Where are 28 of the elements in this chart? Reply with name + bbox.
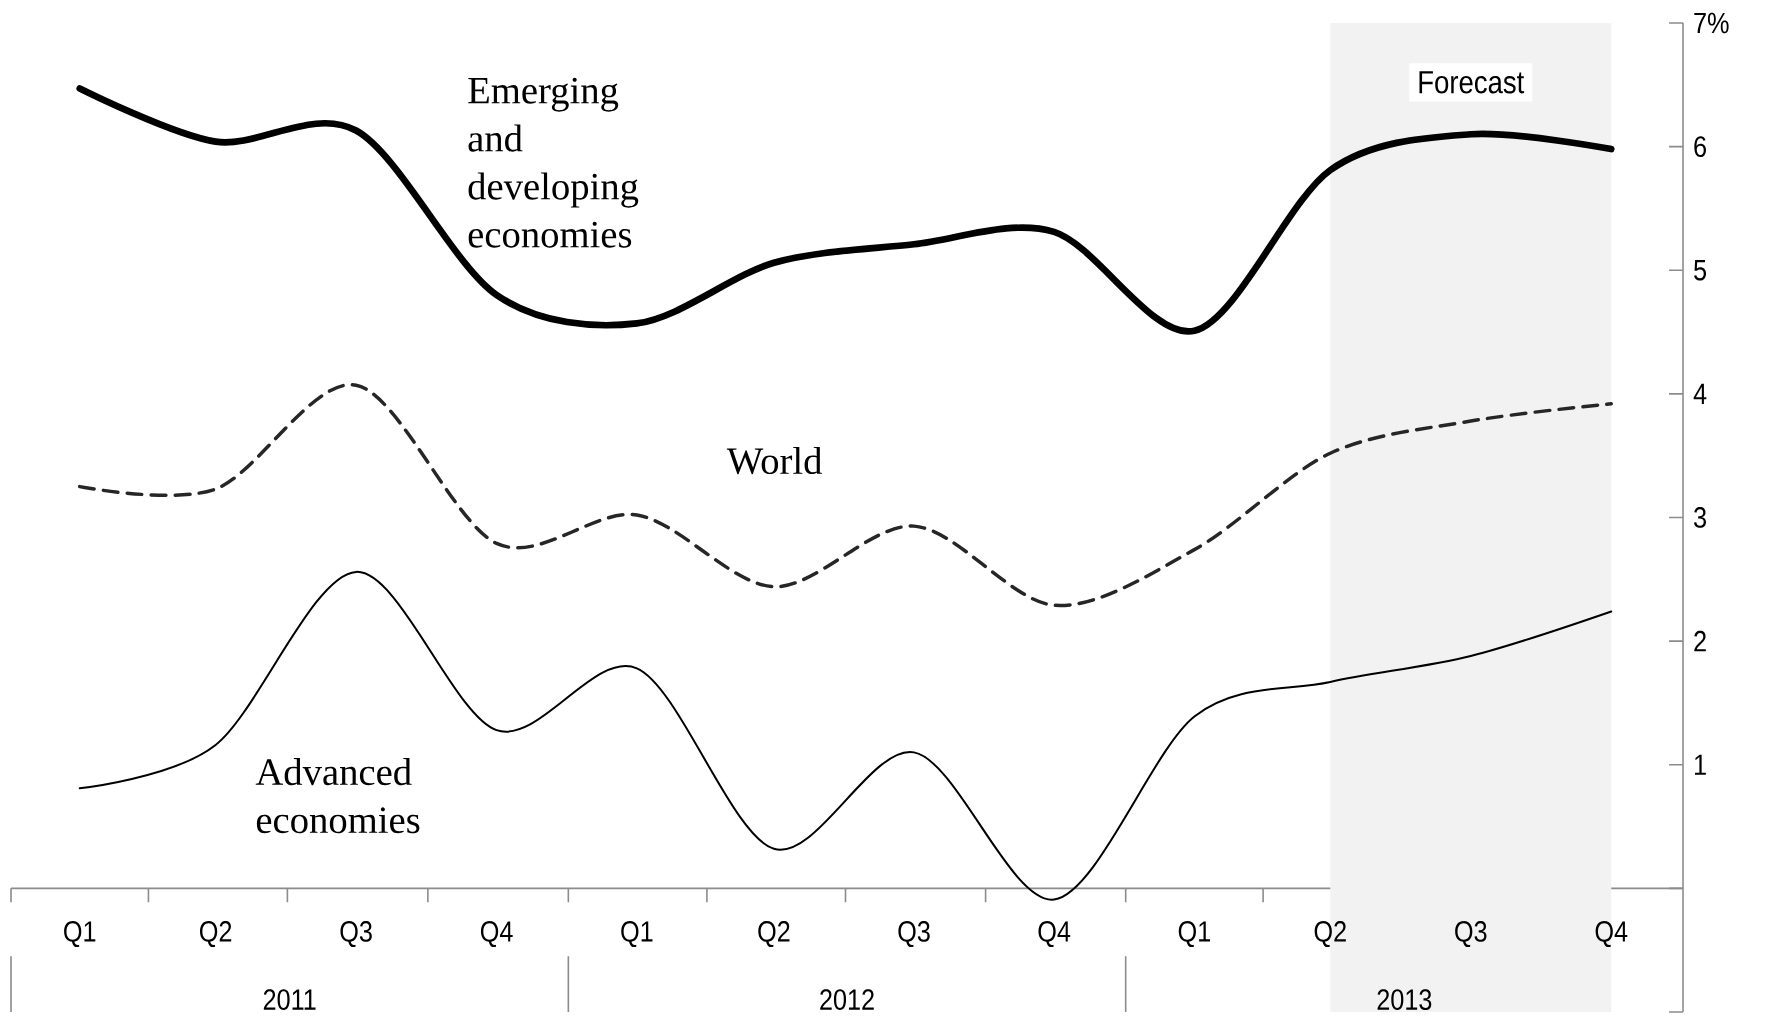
x-tick-label: Q2	[199, 921, 232, 948]
annotation: 2012	[820, 989, 874, 1011]
series-label: Advanced economies	[255, 758, 420, 834]
x-tick-label: Q4	[1595, 921, 1628, 948]
x-tick-label: Q3	[340, 921, 372, 948]
x-tick-label: Q2	[1314, 921, 1346, 948]
y-tick-label: 6	[1694, 136, 1706, 157]
x-tick-label: Q4	[1038, 921, 1071, 948]
line-series	[77, 383, 1613, 607]
y-tick-label: 3	[1694, 507, 1706, 528]
series-label: Emerging and developing economies	[468, 77, 639, 248]
band-label: Forecast	[1419, 71, 1525, 94]
x-tick-label: Q1	[621, 921, 653, 948]
x-tick-label: Q1	[64, 921, 96, 948]
y-tick-label: 1	[1694, 754, 1706, 775]
x-tick-label: Q2	[758, 921, 790, 948]
annotation: 2011	[263, 989, 316, 1011]
y-tick-label: 7%	[1694, 12, 1729, 34]
x-tick-label: Q3	[898, 921, 930, 948]
line-series	[78, 570, 1613, 901]
y-tick-label: 4	[1693, 383, 1707, 404]
series-label: World	[726, 446, 823, 475]
y-tick-label: 5	[1694, 260, 1707, 281]
x-tick-label: Q1	[1178, 921, 1210, 948]
x-tick-label: Q3	[1455, 921, 1487, 948]
y-tick-label: 2	[1694, 630, 1706, 652]
x-tick-label: Q4	[480, 921, 513, 948]
annotation: 2013	[1377, 989, 1432, 1011]
